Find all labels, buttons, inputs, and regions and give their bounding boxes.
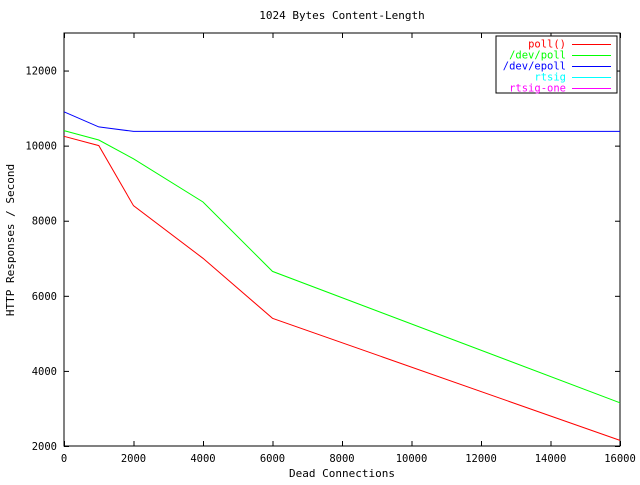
series-line <box>63 111 620 132</box>
legend-box <box>495 35 618 94</box>
x-tick-label: 6000 <box>260 453 285 465</box>
y-tick-label: 2000 <box>32 441 57 453</box>
x-tick-label: 2000 <box>121 453 146 465</box>
axis-ticks: 0 2000 4000 6000 8000 10000 12000 14000 16000 200… <box>25 33 636 465</box>
legend-label: /dev/poll <box>509 50 566 62</box>
plot-frame <box>63 32 621 447</box>
series-line <box>63 135 621 441</box>
x-tick-label: 0 <box>61 453 67 465</box>
x-tick-label: 16000 <box>604 453 636 465</box>
y-tick-label: 10000 <box>25 141 57 153</box>
x-tick-label: 14000 <box>535 453 567 465</box>
legend-label: poll() <box>528 39 566 51</box>
legend-label: /dev/epoll <box>503 61 566 73</box>
y-tick-label: 6000 <box>32 291 57 303</box>
x-tick-label: 8000 <box>329 453 354 465</box>
legend-label: rtsig-one <box>509 83 566 95</box>
y-tick-label: 4000 <box>32 366 57 378</box>
x-tick-label: 4000 <box>190 453 215 465</box>
series-lines <box>63 111 621 441</box>
x-tick-label: 12000 <box>465 453 497 465</box>
x-axis-label: Dead Connections <box>289 467 395 480</box>
y-axis-label: HTTP Responses / Second <box>4 164 17 316</box>
y-tick-label: 12000 <box>25 66 57 78</box>
series-line <box>63 130 621 404</box>
x-tick-label: 10000 <box>396 453 428 465</box>
legend-label: rtsig <box>534 72 566 84</box>
y-tick-label: 8000 <box>32 216 57 228</box>
chart-title: 1024 Bytes Content-Length <box>259 9 425 22</box>
